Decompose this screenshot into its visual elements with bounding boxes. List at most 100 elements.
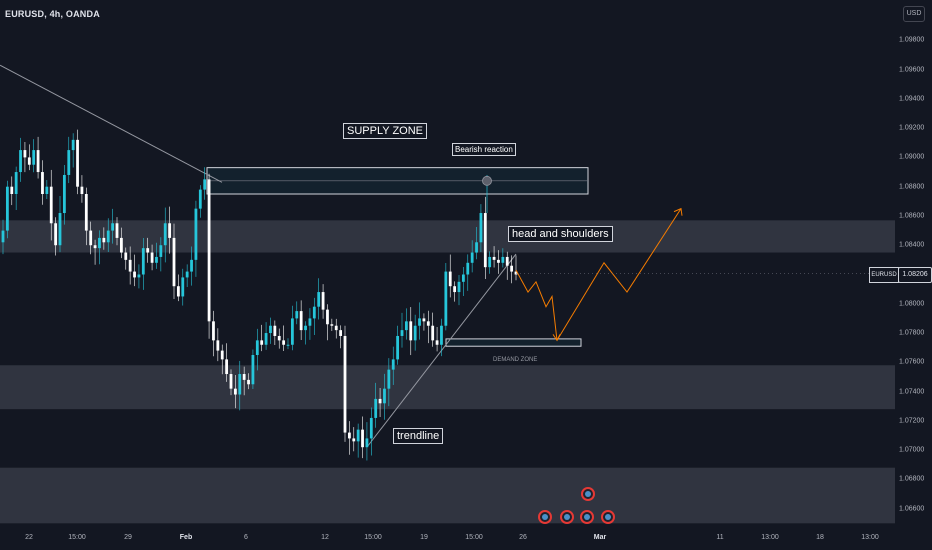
candle-body — [475, 242, 478, 253]
time-tick-label: 11 — [716, 534, 724, 541]
candle-body — [501, 256, 505, 263]
candle-body — [49, 186, 53, 224]
time-tick-label: 6 — [244, 534, 248, 541]
candle-body — [369, 417, 373, 439]
candle-body — [409, 321, 413, 341]
economic-event-icon[interactable] — [580, 510, 594, 524]
candle-body — [326, 309, 329, 325]
demand-zone-label[interactable]: DEMAND ZONE — [493, 357, 538, 363]
candle-body — [62, 174, 66, 214]
time-tick-label: 13:00 — [761, 534, 779, 541]
candle-body — [422, 318, 426, 322]
candle-body — [304, 325, 307, 331]
candle-body — [396, 335, 400, 360]
price-tick-label: 1.08000 — [899, 300, 925, 308]
candle-body — [352, 438, 356, 442]
time-tick-label: 29 — [124, 534, 132, 541]
candle-body — [400, 330, 404, 336]
candle-body — [356, 429, 360, 442]
economic-event-icon[interactable] — [538, 510, 552, 524]
candle-body — [185, 271, 189, 278]
candle-body — [225, 359, 229, 375]
candle-body — [387, 369, 391, 389]
rising-trendline — [367, 253, 517, 447]
economic-event-icon[interactable] — [601, 510, 615, 524]
candle-body — [32, 150, 36, 165]
candle-body — [317, 292, 321, 307]
candle-body — [84, 194, 88, 231]
price-tick-label: 1.08800 — [899, 183, 925, 191]
trendline-label[interactable]: trendline — [393, 428, 444, 444]
time-tick-label: 18 — [816, 534, 824, 541]
time-tick-label: 26 — [519, 534, 527, 541]
candle-body — [251, 355, 255, 385]
price-tick-label: 1.06600 — [899, 505, 925, 513]
time-tick-label: 15:00 — [364, 534, 382, 541]
candle-body — [365, 438, 369, 448]
candle-body — [514, 271, 518, 275]
candle-body — [242, 374, 246, 380]
candle-body — [330, 324, 334, 326]
candle-body — [111, 223, 115, 231]
price-tick-label: 1.07000 — [899, 446, 925, 454]
candle-body — [404, 321, 408, 331]
candle-body — [23, 150, 27, 158]
candle-body — [488, 256, 492, 268]
candlestick-chart[interactable] — [0, 0, 895, 528]
candle-body — [361, 429, 364, 448]
candle-body — [181, 277, 185, 297]
candle-body — [159, 245, 163, 257]
candle-body — [102, 237, 106, 243]
candle-body — [124, 252, 128, 260]
time-tick-label: 15:00 — [68, 534, 86, 541]
candle-body — [339, 330, 343, 336]
candle-body — [470, 252, 474, 263]
economic-event-icon[interactable] — [581, 487, 595, 501]
price-axis[interactable]: 1.09800 1.09600 1.09400 1.09200 1.09000 1.088… — [895, 0, 932, 528]
candle-body — [67, 150, 71, 175]
head-and-shoulders-label[interactable]: head and shoulders — [508, 226, 613, 242]
candle-body — [290, 318, 294, 345]
candle-body — [212, 321, 215, 341]
time-tick-label: 12 — [321, 534, 329, 541]
time-tick-label: 15:00 — [465, 534, 483, 541]
support-resistance-band — [0, 365, 895, 410]
candle-body — [155, 256, 158, 263]
candle-body — [299, 311, 303, 331]
candle-body — [89, 230, 93, 246]
candle-body — [115, 223, 119, 238]
candle-body — [277, 335, 281, 341]
candle-body — [255, 340, 259, 355]
candle-body — [295, 311, 299, 319]
candle-body — [444, 271, 448, 326]
candle-body — [137, 274, 141, 278]
price-tick-label: 1.08400 — [899, 241, 925, 249]
candle-body — [453, 286, 457, 293]
chart-title[interactable]: EURUSD, 4h, OANDA — [5, 9, 100, 19]
demand-zone-box — [445, 338, 582, 347]
candle-body — [479, 213, 483, 243]
candle-body — [58, 213, 62, 246]
candle-body — [426, 321, 430, 326]
candle-body — [312, 306, 316, 319]
candle-body — [172, 237, 176, 287]
candle-body — [282, 340, 286, 345]
candle-body — [286, 344, 290, 346]
candle-body — [207, 179, 211, 322]
economic-event-icon[interactable] — [560, 510, 574, 524]
chart-pane[interactable]: EURUSD, 4h, OANDA SUPPLY ZONE Bearish re… — [0, 0, 895, 528]
bearish-reaction-label[interactable]: Bearish reaction — [452, 143, 516, 156]
candle-body — [176, 286, 180, 297]
currency-button[interactable]: USD — [903, 6, 925, 22]
last-price-tag: 1.08206 — [898, 266, 932, 283]
supply-zone-label[interactable]: SUPPLY ZONE — [343, 123, 428, 139]
support-resistance-band — [0, 467, 895, 524]
candle-body — [334, 325, 338, 331]
price-tick-label: 1.09200 — [899, 124, 925, 132]
bearish-reaction-marker — [482, 175, 492, 186]
time-axis[interactable]: 22 15:00 29 Feb 6 12 15:00 19 15:00 26 Mar 11 13:00 1… — [0, 528, 895, 550]
time-tick-label: 22 — [25, 534, 33, 541]
time-tick-label: 13:00 — [861, 534, 879, 541]
projection-path — [556, 208, 682, 341]
candle-body — [431, 325, 435, 341]
